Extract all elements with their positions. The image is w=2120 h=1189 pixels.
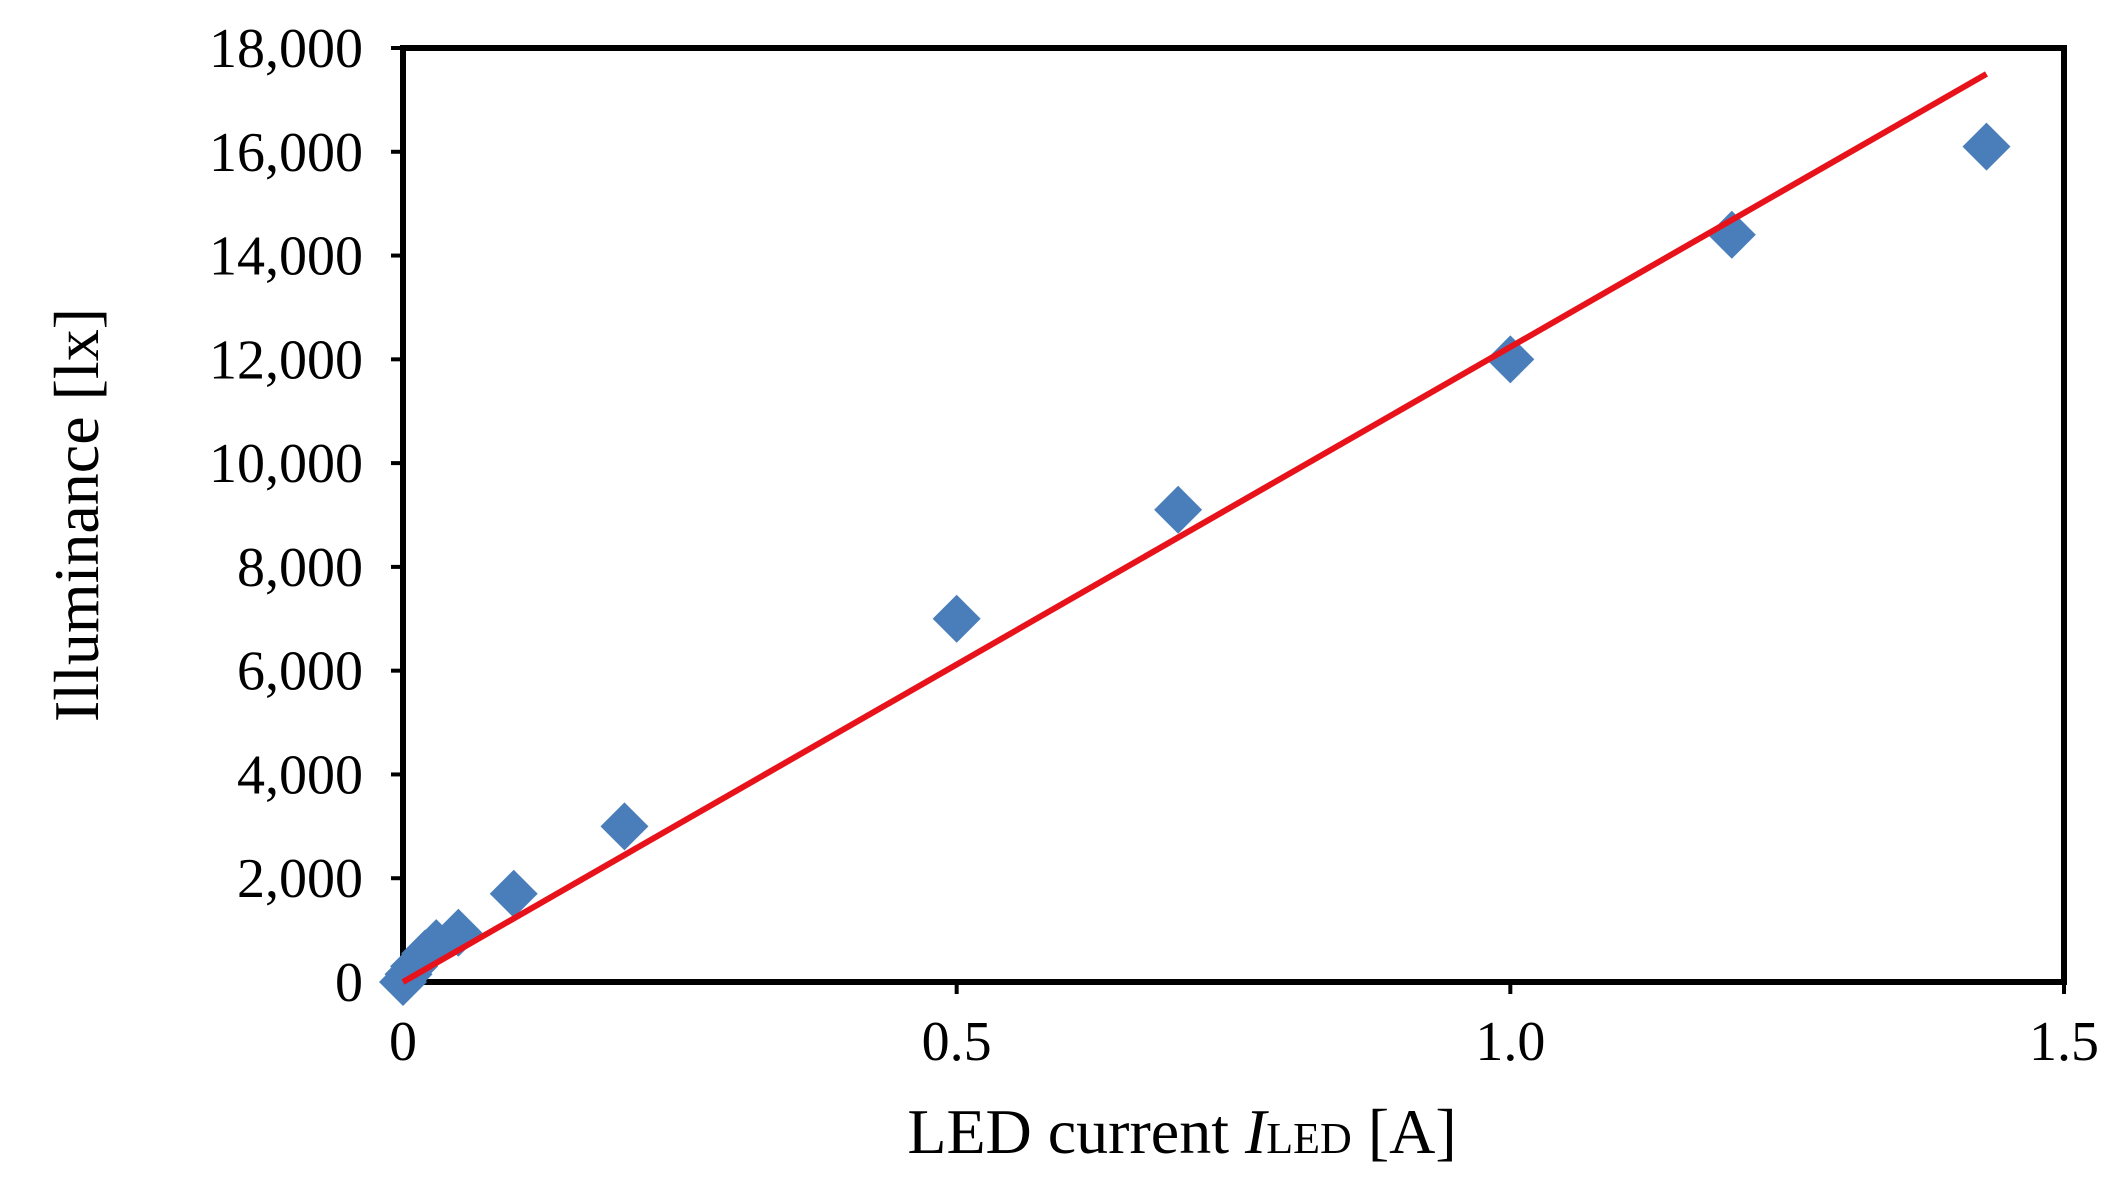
y-tick-label: 18,000	[209, 18, 363, 80]
x-axis-title-variable: I	[1244, 1096, 1269, 1167]
y-tick-label: 4,000	[237, 744, 363, 806]
data-point-marker	[1486, 335, 1535, 384]
data-point-marker	[600, 802, 649, 851]
x-axis-title: LED current ILED [A]	[907, 1096, 1456, 1167]
y-tick-label: 8,000	[237, 537, 363, 599]
y-axis-ticks: 0 2,000 4,000 6,000 8,000 10,000 12,000 14,000 1…	[209, 18, 403, 1014]
y-tick-label: 6,000	[237, 641, 363, 703]
y-tick-label: 12,000	[209, 329, 363, 391]
x-axis-title-prefix: LED current	[907, 1096, 1245, 1167]
x-axis-title-unit: [A]	[1352, 1096, 1457, 1167]
data-point-marker	[932, 594, 981, 643]
data-point-marker	[1154, 485, 1203, 534]
plot-area-frame	[400, 45, 2067, 985]
data-point-marker	[1707, 210, 1756, 259]
data-point-marker	[1962, 122, 2011, 171]
y-axis-title: Illuminance [lx]	[41, 308, 112, 722]
x-tick-label: 0	[389, 1011, 417, 1073]
y-tick-label: 0	[335, 952, 363, 1014]
data-point-marker	[489, 869, 538, 918]
y-tick-label: 2,000	[237, 848, 363, 910]
x-axis-title-subscript: LED	[1266, 1114, 1352, 1163]
y-tick-label: 14,000	[209, 226, 363, 288]
points-layer	[379, 122, 2011, 1006]
x-tick-label: 1.5	[2029, 1011, 2099, 1073]
x-tick-label: 0.5	[922, 1011, 992, 1073]
y-tick-label: 10,000	[209, 433, 363, 495]
linear-fit-line	[401, 71, 1988, 985]
x-tick-label: 1.0	[1475, 1011, 1545, 1073]
y-tick-label: 16,000	[209, 122, 363, 184]
x-axis-ticks: 0 0.5 1.0 1.5	[389, 982, 2099, 1073]
fit-layer	[401, 71, 1988, 985]
